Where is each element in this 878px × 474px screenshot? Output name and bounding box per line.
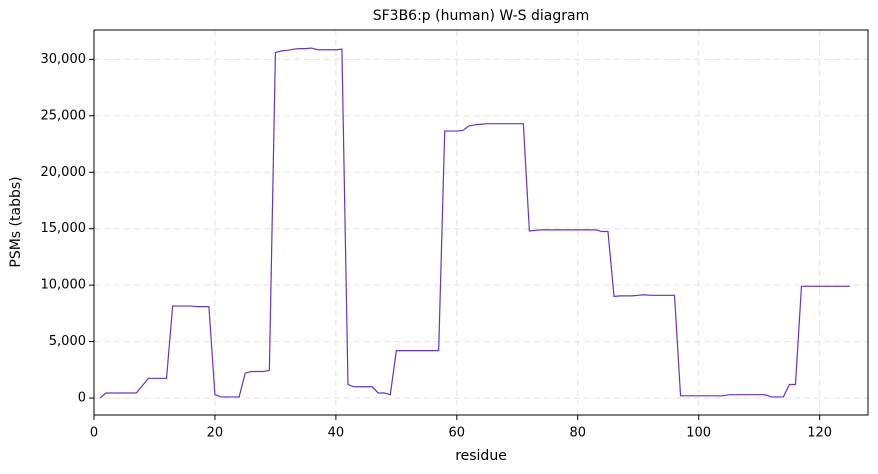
y-tick-label: 20,000 bbox=[41, 165, 87, 180]
plot-frame bbox=[93, 29, 869, 416]
y-tick-label: 25,000 bbox=[41, 108, 87, 123]
y-tick-label: 10,000 bbox=[41, 278, 87, 293]
x-tick-label: 40 bbox=[328, 426, 345, 441]
x-tick-label: 0 bbox=[90, 426, 98, 441]
x-tick-label: 60 bbox=[449, 426, 466, 441]
x-tick-label: 120 bbox=[807, 426, 832, 441]
data-line bbox=[99, 47, 850, 399]
x-tick-label: 20 bbox=[207, 426, 224, 441]
x-tick-label: 80 bbox=[569, 426, 586, 441]
chart-title: SF3B6:p (human) W-S diagram bbox=[373, 8, 590, 24]
y-tick-label: 0 bbox=[78, 391, 86, 406]
x-axis-label: residue bbox=[455, 448, 507, 464]
y-tick-label: 15,000 bbox=[41, 221, 87, 236]
y-tick-label: 5,000 bbox=[49, 334, 86, 349]
y-tick-label: 30,000 bbox=[41, 52, 87, 67]
x-tick-label: 100 bbox=[686, 426, 711, 441]
y-axis-label: PSMs (tabbs) bbox=[8, 176, 24, 267]
